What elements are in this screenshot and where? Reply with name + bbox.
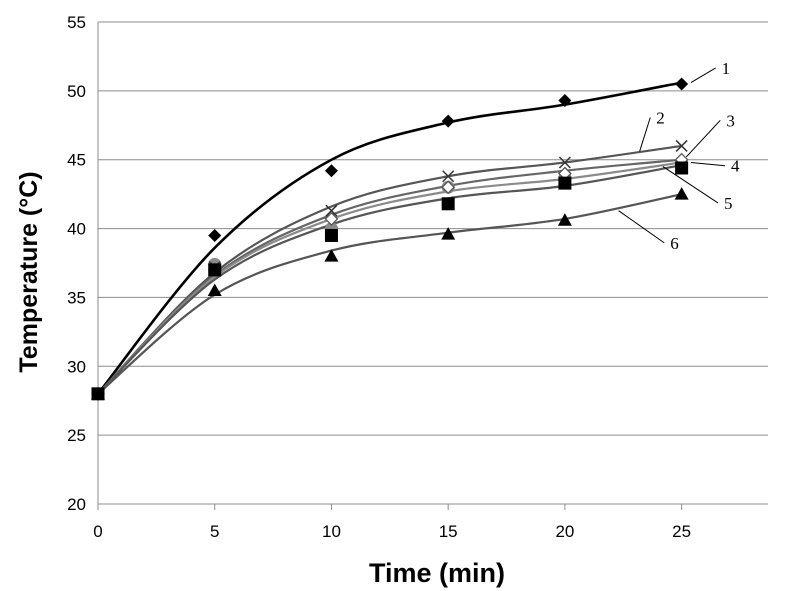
- marker-series-1-diamond: [441, 114, 455, 128]
- leader-line-6: [618, 210, 665, 244]
- marker-series-6-triangle: [324, 249, 339, 262]
- horizontal-gridlines: [98, 21, 768, 436]
- x-tick-label: 0: [93, 522, 102, 541]
- fit-curve-4: [97, 161, 682, 395]
- series-label-3: 3: [726, 111, 735, 130]
- leader-line-5: [662, 166, 719, 204]
- series-label-6: 6: [670, 234, 679, 253]
- fit-curve-6: [97, 193, 682, 395]
- y-tick-label: 55: [67, 13, 86, 32]
- leader-line-2: [639, 117, 651, 152]
- marker-series-6-triangle: [674, 187, 689, 200]
- y-tick-label: 35: [67, 288, 86, 307]
- marker-series-5-square: [208, 263, 222, 277]
- marker-series-1-diamond: [324, 164, 338, 178]
- y-tick-labels: 20 25 30 35 40 45 50 55: [67, 13, 86, 514]
- marker-series-6-triangle: [207, 283, 222, 297]
- y-tick-label: 25: [67, 426, 86, 445]
- marker-series-2-x: [325, 204, 338, 217]
- fit-curves: [96, 81, 682, 395]
- marker-series-1-diamond: [675, 77, 689, 91]
- x-tick-label: 10: [322, 522, 341, 541]
- y-tick-label: 20: [67, 495, 86, 514]
- leader-line-3: [685, 119, 721, 158]
- marker-series-1-diamond: [558, 93, 572, 107]
- marker-series-3-open-diamond: [324, 212, 339, 226]
- x-tick-label: 15: [439, 522, 458, 541]
- leader-line-4: [690, 161, 726, 167]
- marker-series-6-triangle: [441, 227, 456, 240]
- marker-series-5-square: [324, 228, 338, 242]
- data-markers: [91, 77, 689, 401]
- marker-series-2-x: [442, 170, 455, 183]
- leader-line-1: [690, 67, 716, 84]
- y-axis-title: Temperature (°C): [15, 171, 43, 372]
- marker-series-2-x: [558, 156, 571, 169]
- marker-series-5-square: [441, 197, 455, 211]
- series-label-5: 5: [724, 194, 733, 213]
- x-tick-label: 20: [555, 522, 574, 541]
- fit-curve-2: [97, 144, 682, 395]
- marker-series-5-square: [91, 387, 105, 401]
- series-label-1: 1: [722, 59, 731, 78]
- fit-curve-1: [96, 81, 682, 395]
- marker-series-1-diamond: [208, 228, 222, 242]
- x-tick-labels: 0 5 10 15 20 25: [93, 522, 691, 541]
- x-tick-label: 25: [672, 522, 691, 541]
- series-label-2: 2: [656, 109, 665, 128]
- x-axis-title: Time (min): [369, 558, 505, 588]
- marker-series-5-square: [558, 176, 572, 190]
- y-tick-label: 45: [67, 151, 86, 170]
- marker-series-6-triangle: [557, 213, 572, 226]
- marker-series-2-x: [675, 139, 688, 152]
- fit-curve-3: [97, 158, 682, 395]
- y-tick-label: 30: [67, 357, 86, 376]
- fit-curve-5: [97, 164, 682, 395]
- y-tick-label: 40: [67, 220, 86, 239]
- marker-series-5-square: [675, 161, 689, 175]
- series-labels: 1 2 3 4 5 6: [618, 59, 740, 253]
- marker-series-3-open-diamond: [441, 180, 456, 195]
- x-tick-label: 5: [210, 522, 219, 541]
- y-tick-label: 50: [67, 82, 86, 101]
- series-label-4: 4: [731, 157, 740, 176]
- axes: [97, 22, 768, 510]
